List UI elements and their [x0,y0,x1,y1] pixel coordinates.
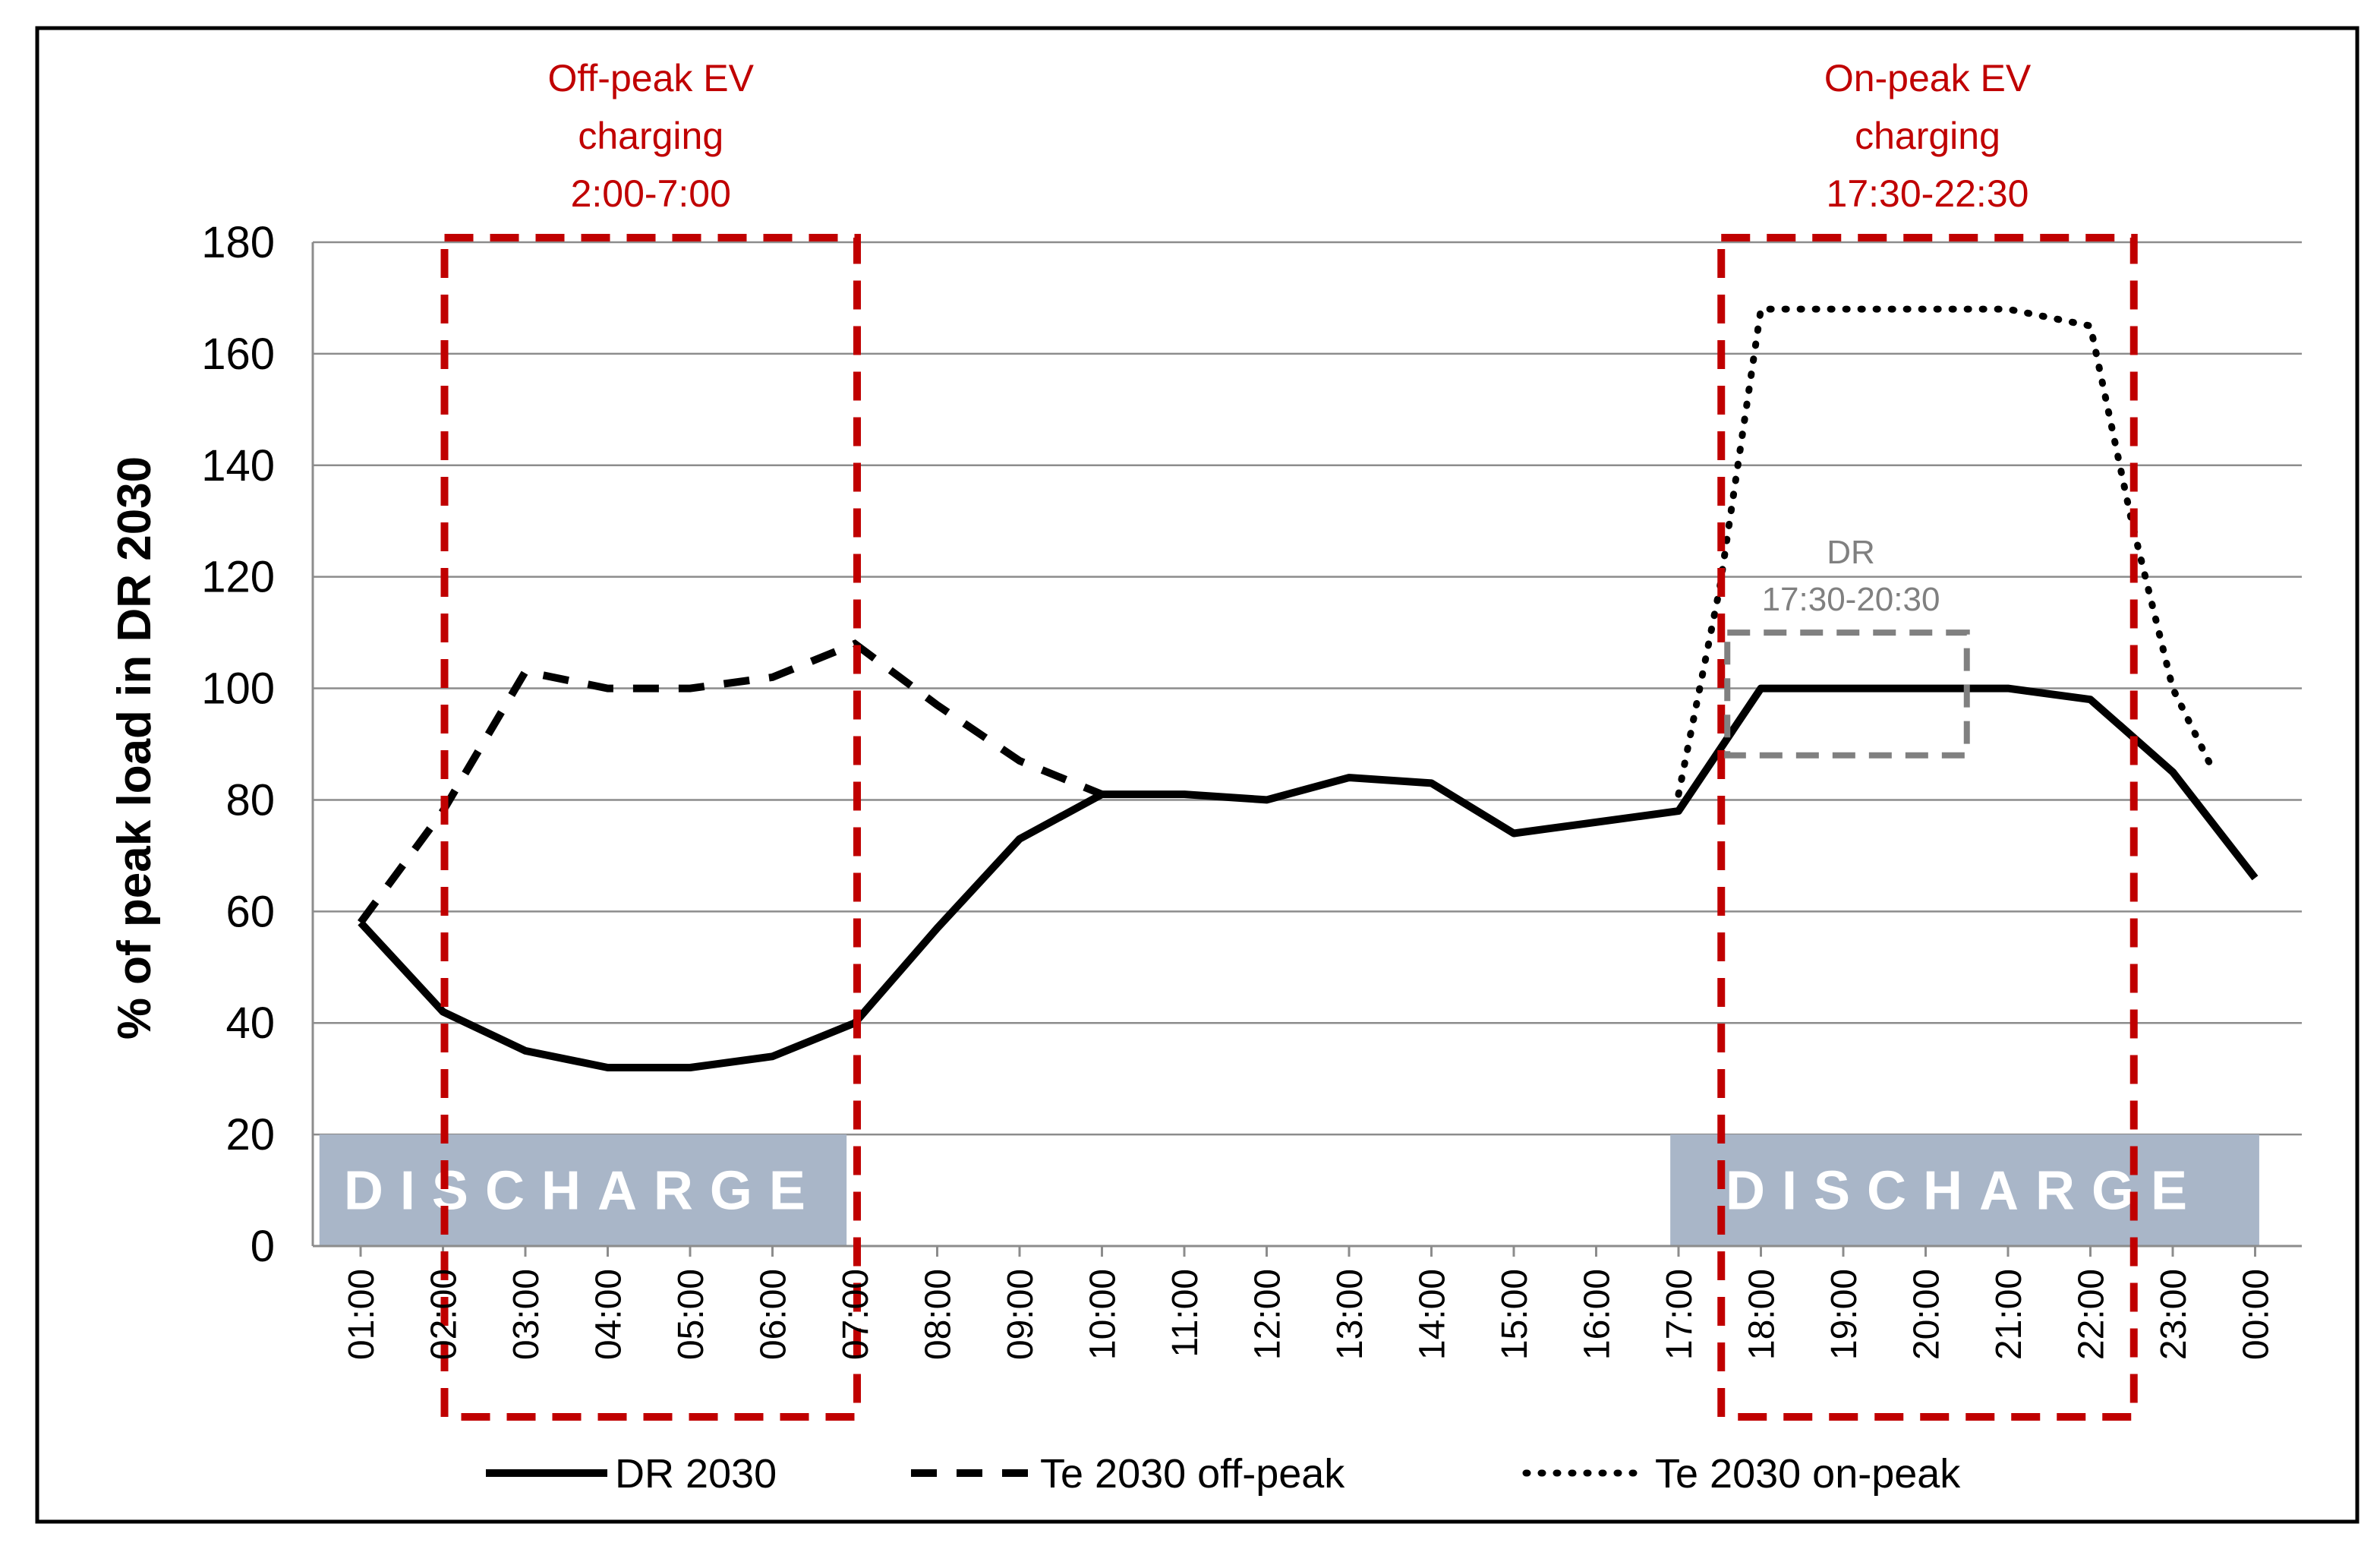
x-tick-1200: 12:00 [1248,1269,1288,1360]
discharge-bands: DISCHARGE DISCHARGE [319,1134,2259,1246]
discharge-left-band [319,1134,847,1246]
legend: DR 2030 Te 2030 off-peak Te 2030 on-peak [486,1451,1961,1497]
x-tick-0400: 04:00 [589,1269,629,1360]
x-tick-0900: 09:00 [1001,1269,1041,1360]
x-tick-1400: 14:00 [1413,1269,1453,1360]
x-tick-2200: 22:00 [2072,1269,2112,1360]
y-tick-40: 40 [225,998,275,1048]
y-tick-20: 20 [225,1110,275,1159]
off-peak-window-box [440,234,861,1421]
x-tick-0300: 03:00 [506,1269,547,1360]
y-tick-0: 0 [251,1222,275,1271]
y-tick-180: 180 [201,218,275,267]
off-peak-window-text: charging [578,115,723,157]
annotations: Off-peak EV charging 2:00-7:00 On-peak EV ch… [440,57,2138,1421]
on-peak-window-text: 17:30-22:30 [1827,172,2029,215]
x-tick-2300: 23:00 [2154,1269,2194,1360]
x-tick-0800: 08:00 [919,1269,959,1360]
x-tick-1600: 16:00 [1578,1269,1618,1360]
x-tick-0700: 07:00 [836,1269,876,1360]
on-peak-window-text: On-peak EV [1824,57,2032,99]
y-tick-140: 140 [201,441,275,491]
x-tick-0500: 05:00 [671,1269,711,1360]
y-axis-label: % of peak load in DR 2030 [109,456,161,1040]
dr-window-text: DR [1827,534,1875,571]
dr-window-text: 17:30-20:30 [1762,581,1940,618]
legend-label-dr-2030: DR 2030 [615,1451,777,1497]
discharge-right-label: DISCHARGE [1726,1161,2204,1222]
x-tick-0000: 00:00 [2237,1269,2277,1360]
axes [311,242,2302,1257]
y-tick-60: 60 [225,887,275,936]
legend-label-te-2030-on-peak: Te 2030 on-peak [1655,1451,1961,1497]
y-tick-160: 160 [201,330,275,379]
x-tick-1900: 19:00 [1824,1269,1865,1360]
x-tick-2100: 21:00 [1989,1269,2029,1360]
x-tick-0100: 01:00 [342,1269,382,1360]
x-tick-1000: 10:00 [1083,1269,1124,1360]
series-te-2030-on-peak [1675,305,2218,798]
series-te-2030-off-peak [357,639,1104,925]
x-tick-1800: 18:00 [1742,1269,1783,1360]
x-tick-0600: 06:00 [754,1269,794,1360]
x-tick-1100: 11:00 [1165,1269,1206,1358]
legend-label-te-2030-off-peak: Te 2030 off-peak [1040,1451,1345,1497]
off-peak-window-text: 2:00-7:00 [571,172,731,215]
x-tick-0200: 02:00 [424,1269,465,1360]
on-peak-window-box [1717,234,2138,1421]
discharge-right-band [1670,1134,2259,1246]
discharge-left-label: DISCHARGE [344,1161,822,1222]
series-lines [357,305,2259,1071]
y-tick-120: 120 [201,553,275,602]
dr-window-box [1724,629,1970,759]
x-tick-1300: 13:00 [1330,1269,1370,1360]
x-tick-2000: 20:00 [1907,1269,1947,1360]
chart-frame [35,26,2360,1524]
series-dr-2030 [358,684,2259,1071]
x-tick-labels: 01:00 02:00 03:00 04:00 05:00 06:00 07:00 08:00… [342,1269,2277,1360]
y-tick-100: 100 [201,664,275,714]
y-tick-80: 80 [225,775,275,825]
x-tick-1500: 15:00 [1495,1269,1535,1360]
x-tick-1700: 17:00 [1660,1269,1700,1360]
on-peak-window-text: charging [1855,115,2000,157]
off-peak-window-text: Off-peak EV [548,57,755,99]
y-tick-labels: 0 20 40 60 80 100 120 140 160 180 [201,218,275,1271]
